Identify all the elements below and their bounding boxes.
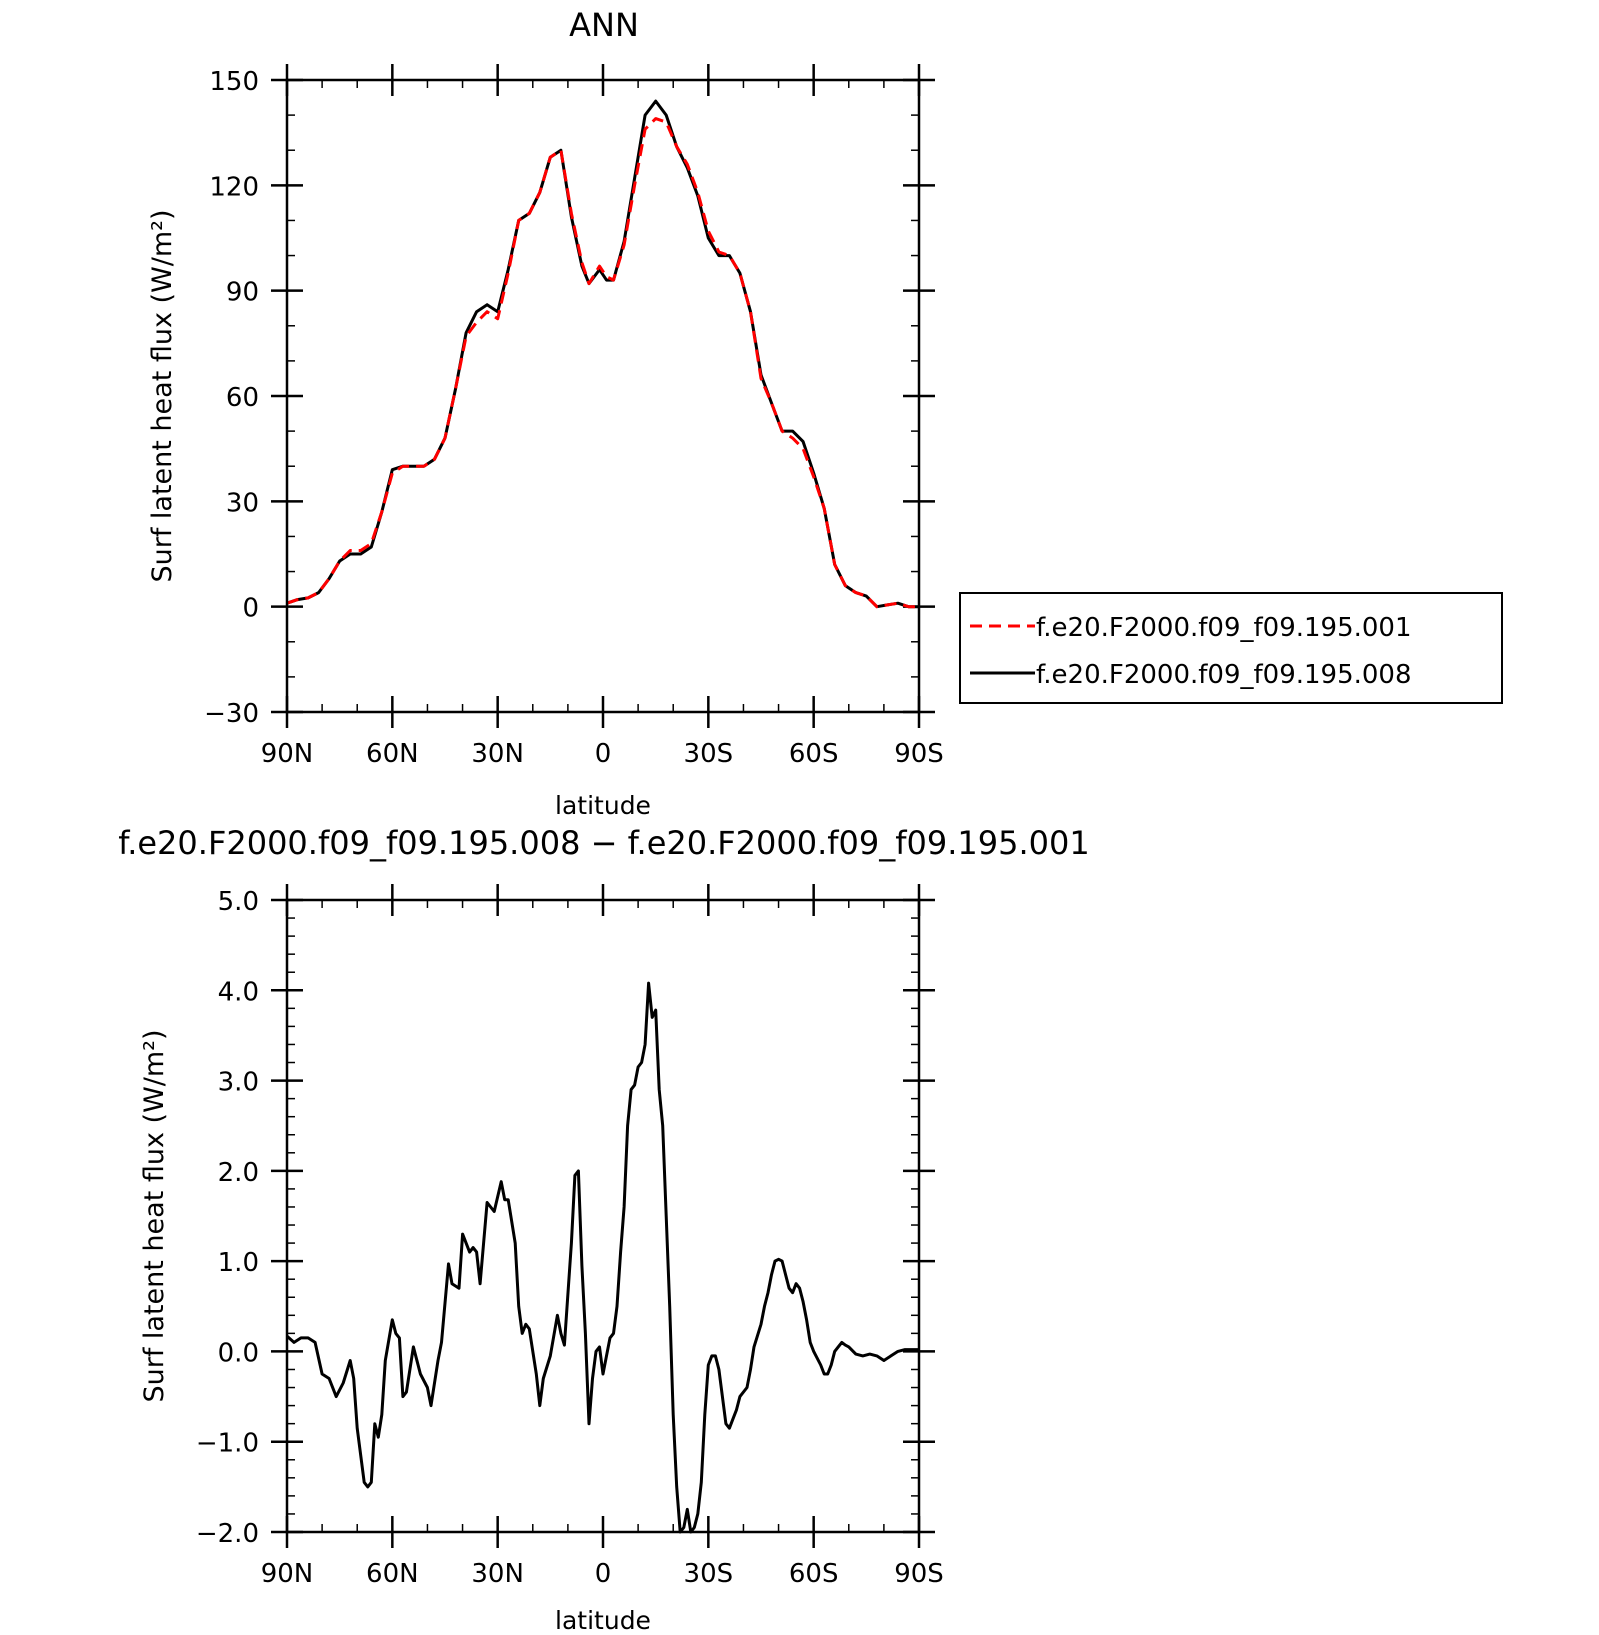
- legend-entry-series-001: f.e20.F2000.f09_f09.195.001: [1036, 613, 1412, 643]
- x-tick-label: 90S: [894, 739, 944, 769]
- x-tick-label: 90N: [261, 739, 314, 769]
- y-tick-label: −2.0: [196, 1519, 259, 1549]
- series-line-1: [286, 99, 919, 609]
- x-tick-label: 30N: [471, 1559, 524, 1589]
- x-tick-label: 90N: [261, 1559, 314, 1589]
- y-axis-label: Surf latent heat flux (W/m²): [147, 209, 178, 582]
- x-axis-label: latitude: [555, 1606, 651, 1635]
- panel-difference: f.e20.F2000.f09_f09.195.008 − f.e20.F200…: [118, 824, 1090, 1635]
- y-tick-label: 2.0: [218, 1158, 259, 1188]
- x-tick-label: 60S: [789, 739, 839, 769]
- series-lines: [285, 981, 919, 1534]
- x-tick-label: 0: [595, 739, 612, 769]
- x-tick-label: 30N: [471, 739, 524, 769]
- y-axis-label: Surf latent heat flux (W/m²): [139, 1029, 170, 1402]
- x-axis-label: latitude: [555, 791, 651, 820]
- y-tick-label: 5.0: [218, 887, 259, 917]
- y-tick-label: 0.0: [218, 1338, 259, 1368]
- x-tick-label: 0: [595, 1559, 612, 1589]
- x-tick-label: 90S: [894, 1559, 944, 1589]
- x-tick-label: 30S: [684, 739, 734, 769]
- y-tick-label: 60: [226, 383, 259, 413]
- x-tick-label: 30S: [684, 1559, 734, 1589]
- legend: f.e20.F2000.f09_f09.195.001 f.e20.F2000.…: [959, 592, 1503, 704]
- chart-title: f.e20.F2000.f09_f09.195.008 − f.e20.F200…: [118, 824, 1090, 862]
- x-tick-label: 60N: [366, 1559, 419, 1589]
- y-tick-label: 120: [209, 172, 259, 202]
- y-tick-label: 30: [226, 488, 259, 518]
- series-line-0: [285, 981, 919, 1534]
- y-tick-label: 1.0: [218, 1248, 259, 1278]
- legend-box: [959, 592, 1503, 704]
- y-tick-label: 4.0: [218, 977, 259, 1007]
- x-tick-label: 60S: [789, 1559, 839, 1589]
- y-tick-label: −1.0: [196, 1429, 259, 1459]
- x-tick-label: 60N: [366, 739, 419, 769]
- y-tick-label: 0: [242, 594, 259, 624]
- plot-frame: [285, 78, 921, 714]
- y-tick-label: −30: [204, 699, 259, 729]
- legend-entry-series-008: f.e20.F2000.f09_f09.195.008: [1036, 660, 1412, 690]
- chart-title: ANN: [569, 6, 639, 44]
- series-line-0: [286, 117, 919, 609]
- y-tick-label: 90: [226, 278, 259, 308]
- plot-frame: [285, 898, 921, 1534]
- y-tick-label: 150: [209, 67, 259, 97]
- y-tick-label: 3.0: [218, 1068, 259, 1098]
- series-lines: [286, 99, 919, 609]
